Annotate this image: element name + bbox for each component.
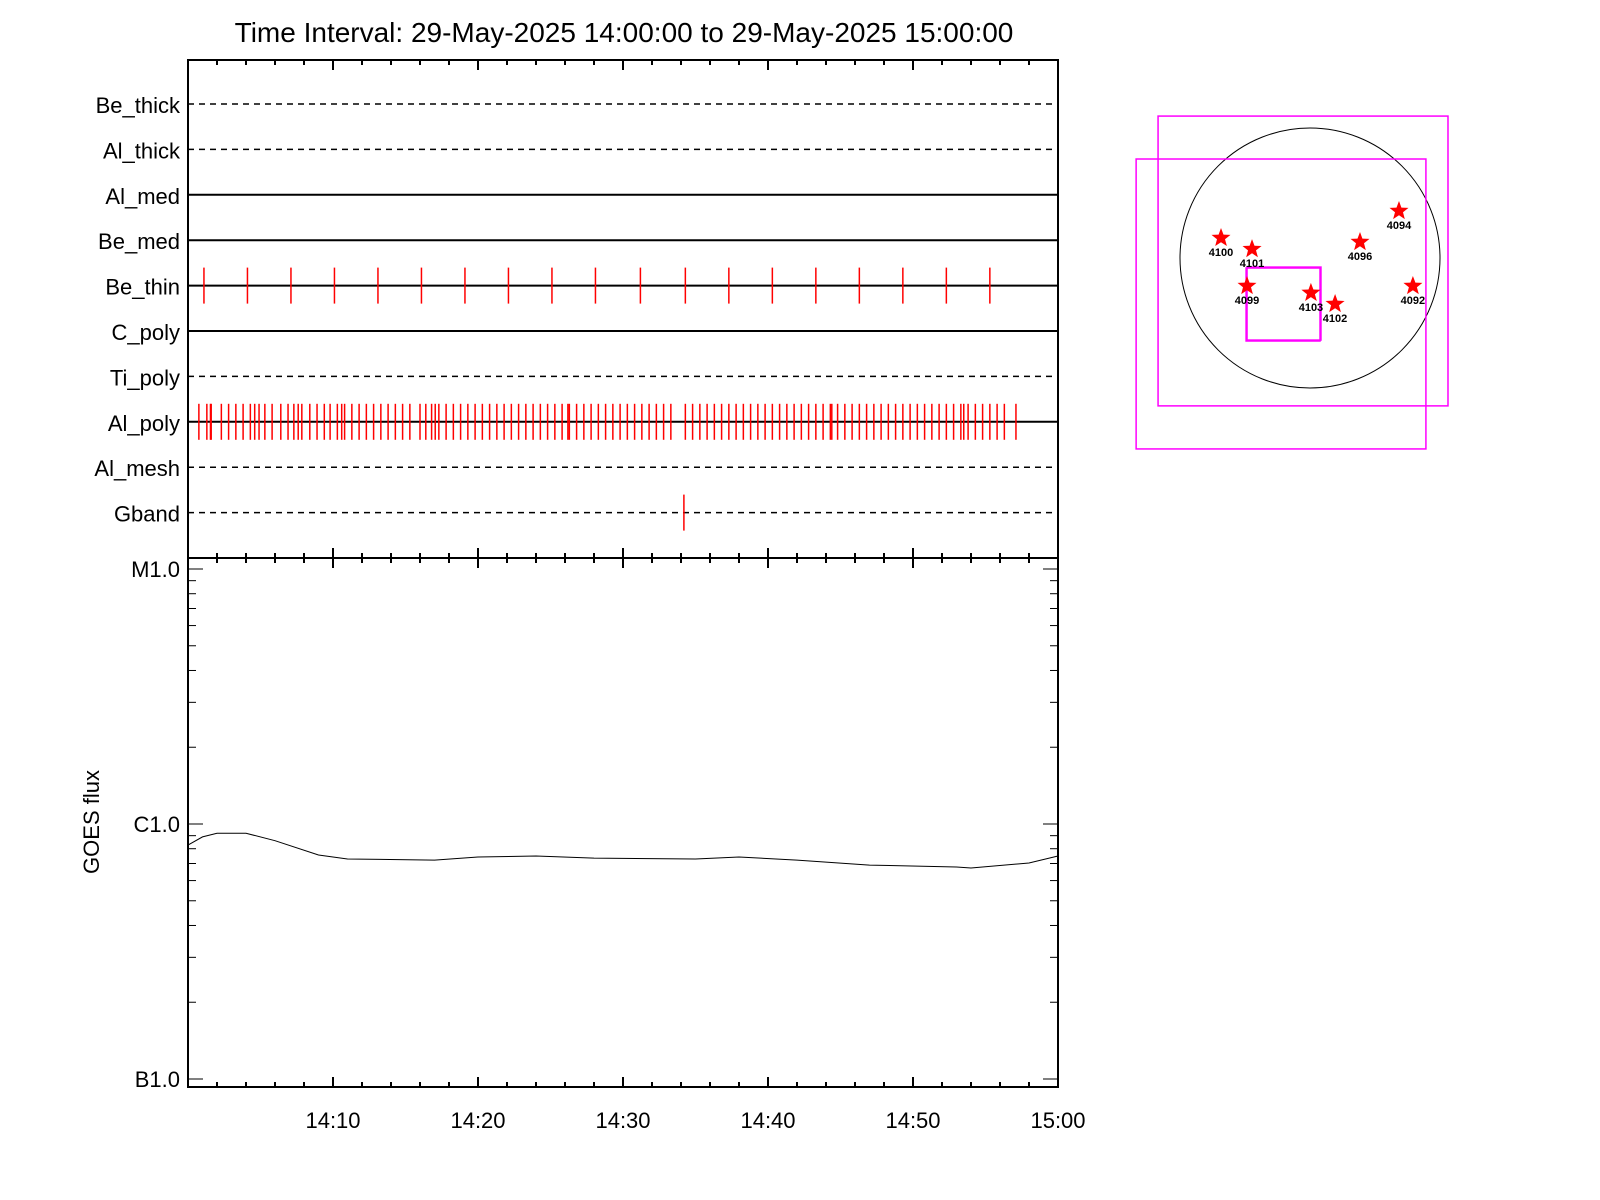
x-tick-label: 14:20 <box>450 1108 505 1133</box>
fov-box <box>1245 267 1321 342</box>
event-panel: Be_thick Al_thick Al_med Be_med Be_thin C_pol… <box>94 59 1059 568</box>
y-tick-label: B1.0 <box>135 1067 180 1092</box>
fov-box <box>1157 115 1449 407</box>
solar-limb <box>1179 127 1441 389</box>
chart-title: Time Interval: 29-May-2025 14:00:00 to 2… <box>235 17 1014 48</box>
fov-box <box>1135 158 1427 450</box>
region-label: 4101 <box>1240 258 1264 270</box>
region-star-icon <box>1237 276 1257 295</box>
goes-panel: 14:10 14:20 14:30 14:40 14:50 15:00 B1.0 C1.0 M1… <box>131 557 1086 1133</box>
region-label: 4096 <box>1348 251 1372 263</box>
region-star-icon <box>1389 201 1409 220</box>
y-tick-label: C1.0 <box>134 812 180 837</box>
x-tick-label: 14:50 <box>885 1108 940 1133</box>
channel-label: Ti_poly <box>110 365 180 390</box>
channel-label: Gband <box>114 502 180 527</box>
x-tick-label: 14:30 <box>595 1108 650 1133</box>
region-label: 4099 <box>1235 295 1259 307</box>
goes-flux-line <box>187 832 1059 869</box>
channel-label: Al_med <box>105 184 180 209</box>
region-star-icon <box>1301 282 1321 301</box>
x-tick-label: 14:40 <box>740 1108 795 1133</box>
region-label: 4102 <box>1323 313 1347 325</box>
plot-frame <box>187 557 1059 1088</box>
region-star-icon <box>1242 239 1262 258</box>
channel-label: C_poly <box>112 320 180 345</box>
region-label: 4094 <box>1387 220 1412 232</box>
fov-box <box>1246 266 1322 341</box>
region-label: 4100 <box>1209 247 1233 259</box>
channel-label: Al_thick <box>103 138 181 163</box>
x-tick-label: 15:00 <box>1030 1108 1085 1133</box>
channel-label: Be_thin <box>105 275 180 300</box>
region-star-icon <box>1211 228 1231 246</box>
channel-label: Al_poly <box>108 411 180 436</box>
region-label: 4103 <box>1299 302 1323 314</box>
region-label: 4092 <box>1401 295 1425 307</box>
channel-label: Be_med <box>98 229 180 254</box>
region-star-icon <box>1325 294 1345 313</box>
region-star-icon <box>1403 276 1423 295</box>
x-tick-label: 14:10 <box>305 1108 360 1133</box>
plot-frame <box>187 59 1059 559</box>
y-axis-label: GOES flux <box>79 770 104 874</box>
region-star-icon <box>1350 232 1370 251</box>
channel-label: Be_thick <box>96 93 181 118</box>
y-tick-label: M1.0 <box>131 557 180 582</box>
channel-label: Al_mesh <box>94 456 180 481</box>
